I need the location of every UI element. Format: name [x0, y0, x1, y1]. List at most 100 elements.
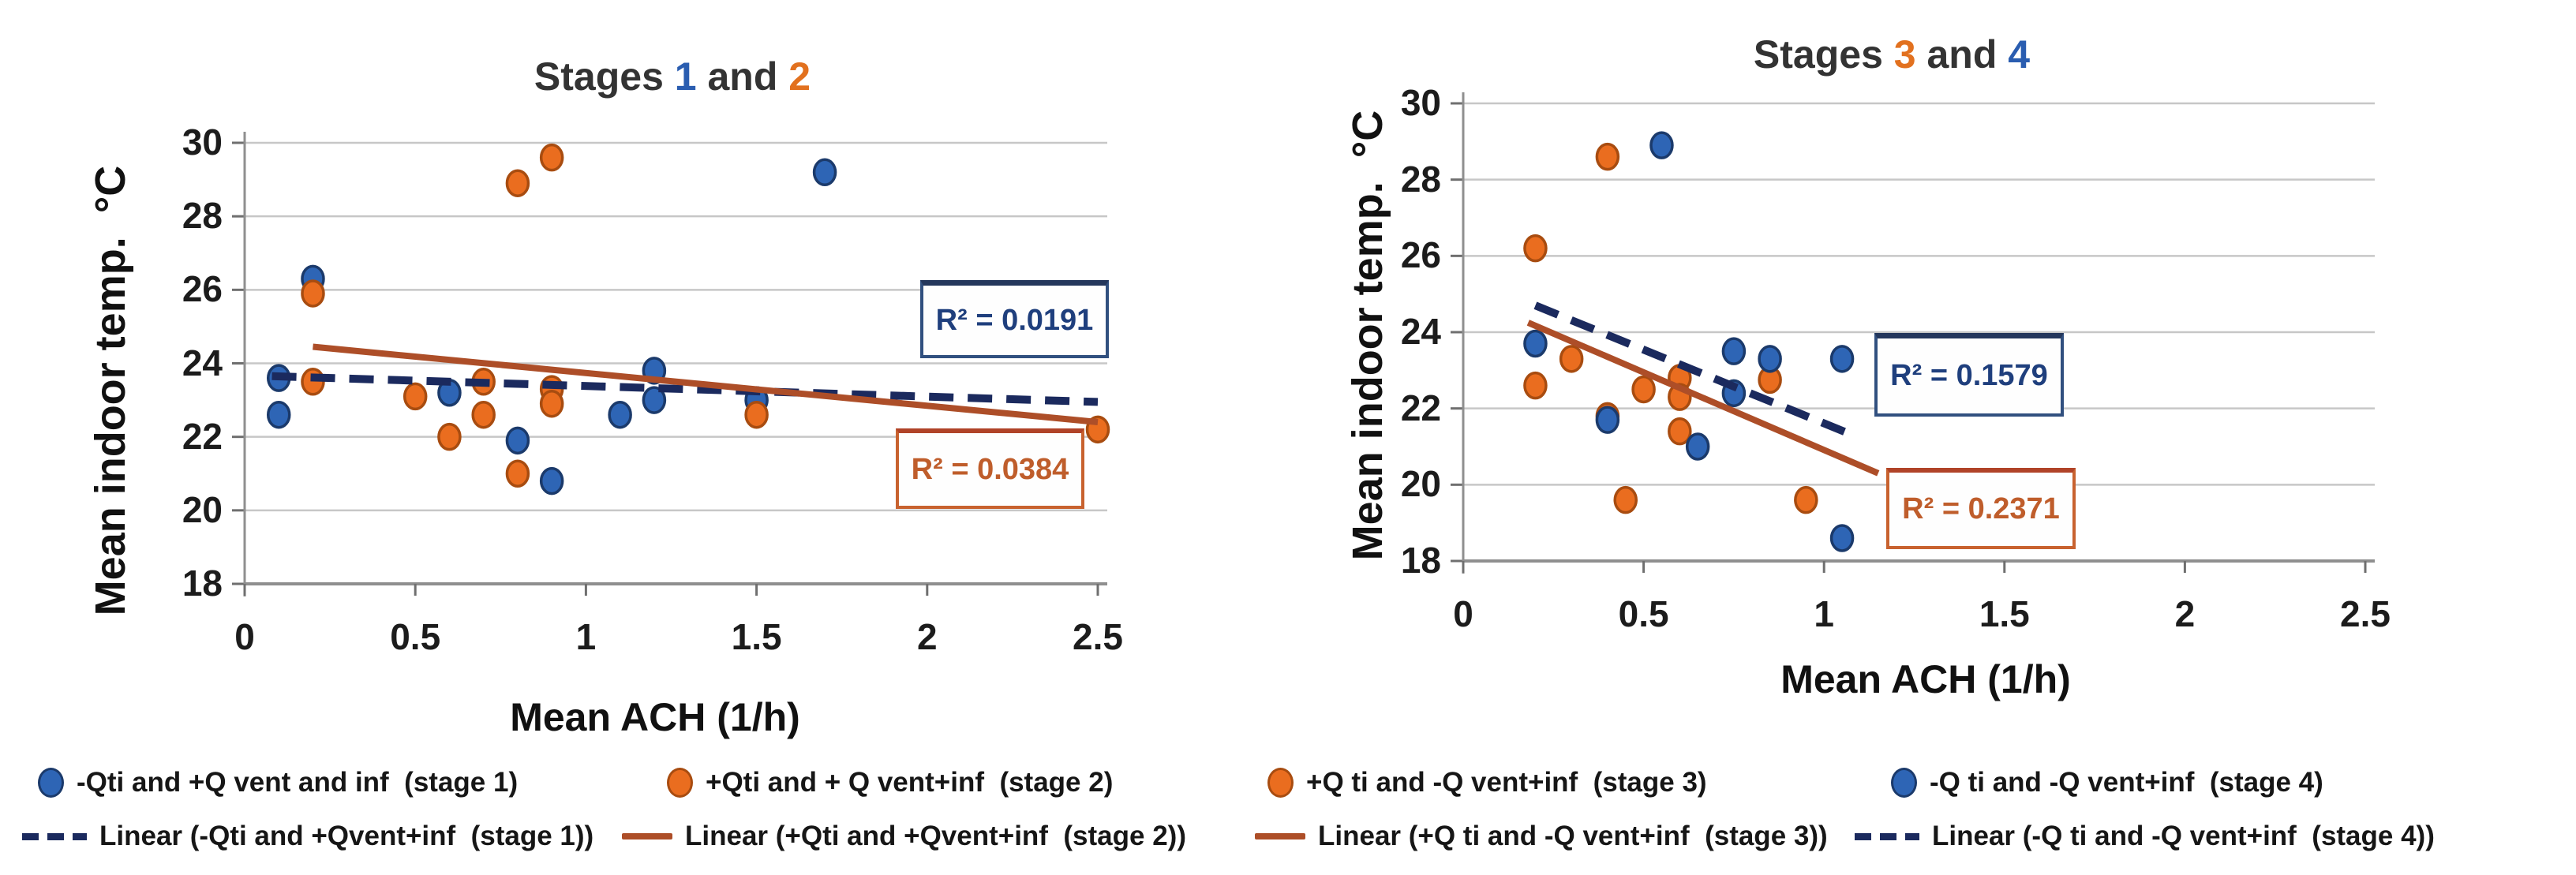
scatter-point-stage-3 — [1523, 234, 1548, 263]
scatter-point-stage-1 — [642, 386, 667, 414]
x-tick-label: 2.5 — [1073, 616, 1123, 657]
title-stage-number-2: 2 — [788, 54, 811, 99]
legend-label: +Qti and + Q vent+inf (stage 2) — [706, 767, 1114, 798]
x-axis-title-left: Mean ACH (1/h) — [510, 695, 800, 739]
stage3-dot-marker-icon — [1267, 768, 1294, 798]
stage4-dot-marker-icon — [1891, 768, 1917, 798]
x-axis-title-right: Mean ACH (1/h) — [1780, 657, 2071, 701]
scatter-point-stage-4 — [1649, 131, 1674, 159]
trendline-linear-stage-3 — [1526, 320, 1880, 477]
scatter-point-stage-1 — [608, 400, 632, 429]
trendline-linear-stage-1 — [271, 372, 1099, 406]
x-tick-label: 2 — [917, 616, 938, 657]
title-text: Stages — [1753, 32, 1894, 77]
legend-label: -Qti and +Q vent and inf (stage 1) — [77, 767, 519, 798]
legend-item-stage-3: +Q ti and -Q vent+inf (stage 3) — [1267, 767, 1707, 798]
scatter-point-stage-2 — [505, 169, 530, 197]
scatter-point-stage-3 — [1523, 371, 1548, 400]
y-tick-label: 18 — [1400, 540, 1441, 581]
legend-label: Linear (-Q ti and -Q vent+inf (stage 4)) — [1932, 821, 2435, 851]
legend-label: Linear (-Qti and +Qvent+inf (stage 1)) — [99, 821, 594, 851]
x-tick-label: 0.5 — [390, 616, 441, 657]
legend-label: +Q ti and -Q vent+inf (stage 3) — [1306, 767, 1707, 798]
y-tick-label: 18 — [182, 563, 223, 604]
title-stage-number-3: 3 — [1893, 32, 1916, 77]
scatter-point-stage-2 — [539, 389, 564, 418]
y-tick-label: 22 — [182, 415, 223, 457]
legend-label: Linear (+Qti and +Qvent+inf (stage 2)) — [685, 821, 1186, 851]
y-tick-label: 26 — [1400, 234, 1441, 276]
x-tick-label: 2.5 — [2340, 593, 2391, 634]
scatter-point-stage-3 — [1668, 417, 1692, 446]
legend-label: Linear (+Q ti and -Q vent+inf (stage 3)) — [1318, 821, 1828, 851]
x-tick-label: 2 — [2174, 593, 2196, 634]
dashed-line-marker-icon — [22, 832, 87, 840]
legend-item-stage-4: -Q ti and -Q vent+inf (stage 4) — [1891, 767, 2323, 798]
scatter-point-stage-2 — [301, 279, 325, 308]
scatter-point-stage-1 — [266, 400, 291, 429]
title-text: Stages — [534, 54, 675, 99]
r2-annotation-stage-2: R² = 0.0384 — [896, 428, 1084, 509]
title-stage-number-4: 4 — [2008, 32, 2031, 77]
stage1-dot-marker-icon — [38, 768, 64, 798]
scatter-point-stage-3 — [1595, 142, 1620, 171]
scatter-point-stage-2 — [402, 382, 428, 411]
x-tick-label: 0.5 — [1618, 593, 1669, 634]
title-text: and — [1915, 32, 2009, 77]
scatter-point-stage-2 — [471, 400, 496, 429]
x-tick-label: 1.5 — [1979, 593, 2030, 634]
scatter-point-stage-4 — [1829, 524, 1855, 552]
legend-label: -Q ti and -Q vent+inf (stage 4) — [1930, 767, 2323, 798]
r2-annotation-stage-3: R² = 0.2371 — [1886, 468, 2076, 549]
scatter-point-stage-2 — [301, 368, 325, 396]
scatter-point-stage-4 — [1829, 345, 1855, 373]
scatter-point-stage-2 — [744, 400, 769, 429]
scatter-point-stage-2 — [505, 459, 530, 488]
title-text: and — [696, 54, 789, 99]
y-tick-label: 30 — [1400, 82, 1441, 123]
stage2-dot-marker-icon — [667, 768, 693, 798]
chart-title-right: Stages 3 and 4 — [1754, 32, 2030, 77]
y-tick-label: 30 — [182, 122, 223, 163]
trendline-linear-stage-2 — [313, 343, 1099, 426]
solid-line-marker-icon — [622, 833, 672, 839]
solid-line-marker-icon — [1255, 833, 1305, 839]
x-tick-label: 1 — [575, 616, 597, 657]
x-tick-label: 1.5 — [731, 616, 782, 657]
y-tick-label: 24 — [182, 342, 223, 383]
x-tick-label: 0 — [234, 616, 255, 657]
y-tick-label: 28 — [182, 195, 223, 237]
legend-item-linear-stage-3: Linear (+Q ti and -Q vent+inf (stage 3)) — [1255, 821, 1828, 852]
legend-item-stage-1: -Qti and +Q vent and inf (stage 1) — [38, 767, 518, 798]
y-tick-label: 22 — [1400, 387, 1441, 428]
scatter-point-stage-3 — [1794, 485, 1818, 514]
y-tick-label: 20 — [182, 488, 223, 530]
scatter-point-stage-2 — [539, 143, 564, 172]
scatter-point-stage-2 — [437, 422, 462, 451]
legend-item-linear-stage-1: Linear (-Qti and +Qvent+inf (stage 1)) — [22, 821, 593, 852]
scatter-point-stage-3 — [1559, 345, 1584, 373]
scatter-point-stage-4 — [1595, 406, 1620, 434]
title-stage-number-1: 1 — [674, 54, 697, 99]
legend-item-stage-2: +Qti and + Q vent+inf (stage 2) — [667, 767, 1113, 798]
scatter-point-stage-4 — [1758, 345, 1782, 373]
scatter-point-stage-1 — [812, 158, 837, 187]
scatter-point-stage-1 — [539, 466, 564, 495]
scatter-point-stage-3 — [1613, 485, 1638, 514]
y-tick-label: 20 — [1400, 463, 1441, 505]
x-tick-label: 1 — [1814, 593, 1834, 634]
trendline-linear-stage-4 — [1533, 301, 1855, 439]
y-tick-label: 24 — [1400, 311, 1441, 352]
scatter-point-stage-1 — [505, 426, 530, 455]
y-tick-label: 28 — [1400, 158, 1441, 200]
legend-item-linear-stage-2: Linear (+Qti and +Qvent+inf (stage 2)) — [622, 821, 1186, 852]
scatter-point-stage-4 — [1523, 329, 1548, 358]
x-tick-label: 0 — [1453, 593, 1473, 634]
scatter-point-stage-4 — [1721, 337, 1747, 365]
y-tick-label: 26 — [182, 268, 223, 310]
scatter-point-stage-4 — [1685, 432, 1710, 461]
dashed-line-marker-icon — [1855, 832, 1919, 840]
r2-annotation-stage-1: R² = 0.0191 — [920, 280, 1109, 358]
